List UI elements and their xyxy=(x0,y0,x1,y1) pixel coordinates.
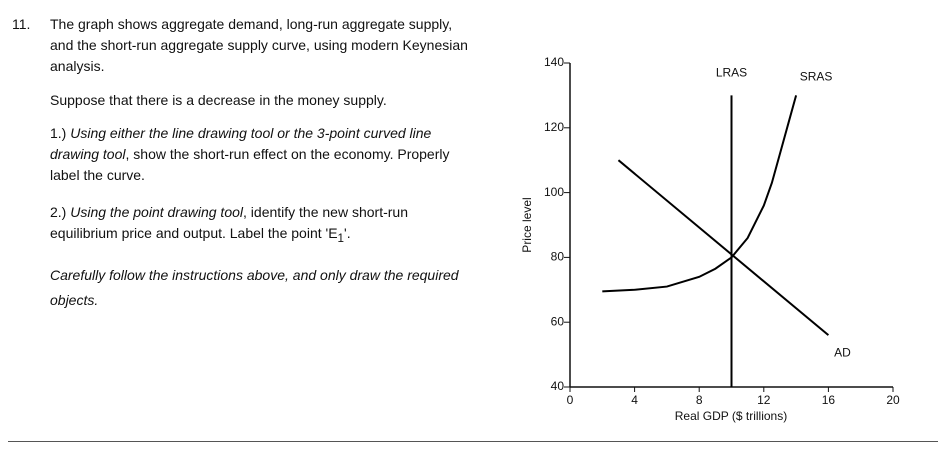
x-tick-label: 12 xyxy=(757,393,771,407)
y-tick-label: 80 xyxy=(551,250,565,264)
y-tick-label: 140 xyxy=(544,55,564,69)
y-tick-label: 100 xyxy=(544,185,564,199)
series-label: LRAS xyxy=(716,66,747,80)
step-prefix: 2.) xyxy=(50,204,71,220)
x-tick-label: 8 xyxy=(696,393,703,407)
x-tick-label: 20 xyxy=(886,393,900,407)
y-axis-label: Price level xyxy=(520,197,534,252)
series-label: SRAS xyxy=(800,70,833,84)
y-tick-label: 120 xyxy=(544,120,564,134)
y-tick-label: 40 xyxy=(551,379,565,393)
step-italic: Using the point drawing tool xyxy=(70,204,244,220)
series-line xyxy=(617,159,830,336)
note-italic: Carefully follow the instructions above,… xyxy=(50,267,459,308)
x-axis-label: Real GDP ($ trillions) xyxy=(675,409,787,423)
x-tick-label: 16 xyxy=(822,393,836,407)
series-line xyxy=(602,95,798,293)
question-step-2: 2.) Using the point drawing tool, identi… xyxy=(50,202,470,249)
x-tick-label: 4 xyxy=(631,393,638,407)
step-prefix: 1.) xyxy=(50,125,71,141)
step-text: , show the short-run effect on the econo… xyxy=(50,146,450,183)
subscript: 1 xyxy=(337,231,345,245)
divider xyxy=(8,441,938,442)
y-tick-label: 60 xyxy=(551,314,565,328)
series-label: AD xyxy=(834,345,851,359)
step-text: , identify the new short-run equilibrium… xyxy=(50,204,408,241)
x-tick-label: 0 xyxy=(567,393,574,407)
question-step-1: 1.) Using either the line drawing tool o… xyxy=(50,123,470,186)
step-text: '. xyxy=(344,225,351,241)
step-italic: Using either the line drawing tool or th… xyxy=(50,125,432,162)
question-scenario: Suppose that there is a decrease in the … xyxy=(50,92,387,108)
question-intro: The graph shows aggregate demand, long-r… xyxy=(50,16,468,74)
question-number: 11. xyxy=(12,16,31,32)
question-note: Carefully follow the instructions above,… xyxy=(50,263,470,313)
